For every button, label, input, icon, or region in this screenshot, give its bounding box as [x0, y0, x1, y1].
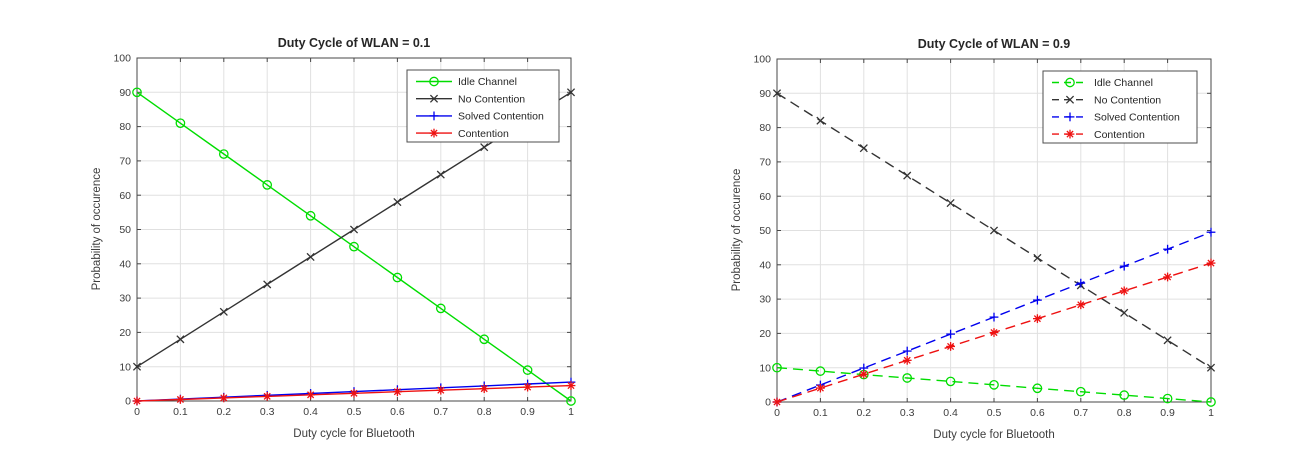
tick-labels: 0 0.1 0.2 0.3 0.4 0.5 0.6 0.7 0.8 0.9 101020304050… — [113, 53, 574, 418]
svg-text:50: 50 — [759, 225, 771, 237]
svg-text:0: 0 — [774, 407, 780, 419]
svg-text:100: 100 — [753, 54, 771, 66]
legend: Idle Channel No Contention Solved Contenti… — [406, 69, 560, 143]
svg-text:0.6: 0.6 — [390, 406, 405, 418]
svg-text:20: 20 — [759, 328, 771, 340]
svg-text:1: 1 — [568, 406, 574, 418]
svg-text:80: 80 — [759, 122, 771, 134]
svg-text:0.9: 0.9 — [1160, 407, 1175, 419]
svg-text:30: 30 — [759, 294, 771, 306]
svg-text:70: 70 — [119, 156, 131, 168]
svg-text:0.7: 0.7 — [1073, 407, 1088, 419]
svg-text:0.4: 0.4 — [943, 407, 958, 419]
svg-text:0.3: 0.3 — [260, 406, 275, 418]
plot-region-left: 0 0.1 0.2 0.3 0.4 0.5 0.6 0.7 0.8 0.9 101020304050… — [113, 53, 576, 418]
svg-text:0: 0 — [134, 406, 140, 418]
x-axis-label: Duty cycle for Bluetooth — [933, 429, 1054, 441]
legend-label: No Contention — [458, 93, 525, 105]
x-axis-label: Duty cycle for Bluetooth — [293, 428, 414, 440]
tick-labels: 0 0.1 0.2 0.3 0.4 0.5 0.6 0.7 0.8 0.9 101020304050… — [753, 54, 1214, 419]
svg-text:1: 1 — [1208, 407, 1214, 419]
svg-text:90: 90 — [759, 88, 771, 100]
svg-text:0.9: 0.9 — [520, 406, 535, 418]
svg-text:10: 10 — [759, 362, 771, 374]
svg-text:0.2: 0.2 — [216, 406, 231, 418]
svg-text:40: 40 — [119, 258, 131, 270]
legend-label: No Contention — [1094, 94, 1161, 106]
legend-label: Solved Contention — [1094, 112, 1180, 124]
svg-text:80: 80 — [119, 121, 131, 133]
svg-text:100: 100 — [113, 53, 131, 65]
svg-text:70: 70 — [759, 157, 771, 169]
svg-text:0.2: 0.2 — [856, 407, 871, 419]
svg-text:0.7: 0.7 — [433, 406, 448, 418]
chart-duty-cycle-wlan-0.9: 0 0.1 0.2 0.3 0.4 0.5 0.6 0.7 0.8 0.9 101020304050… — [731, 37, 1216, 441]
svg-text:0: 0 — [765, 397, 771, 409]
legend-label: Solved Contention — [458, 111, 544, 123]
svg-text:0.6: 0.6 — [1030, 407, 1045, 419]
svg-text:30: 30 — [119, 293, 131, 305]
svg-text:0.5: 0.5 — [987, 407, 1002, 419]
chart-title: Duty Cycle of WLAN = 0.1 — [278, 36, 431, 50]
svg-text:60: 60 — [759, 191, 771, 203]
y-axis-label: Probability of occurence — [731, 169, 743, 292]
svg-text:0.1: 0.1 — [813, 407, 828, 419]
svg-text:0.3: 0.3 — [900, 407, 915, 419]
legend-label: Contention — [458, 128, 509, 140]
legend-label: Idle Channel — [458, 76, 517, 88]
svg-text:0: 0 — [125, 396, 131, 408]
svg-text:20: 20 — [119, 327, 131, 339]
svg-text:0.8: 0.8 — [1117, 407, 1132, 419]
legend: Idle Channel No Contention Solved Contenti… — [1042, 70, 1198, 144]
svg-text:0.1: 0.1 — [173, 406, 188, 418]
svg-text:40: 40 — [759, 259, 771, 271]
plot-region-right: 0 0.1 0.2 0.3 0.4 0.5 0.6 0.7 0.8 0.9 101020304050… — [753, 54, 1216, 419]
series-contention — [772, 258, 1216, 407]
svg-text:0.8: 0.8 — [477, 406, 492, 418]
series-contention — [132, 381, 576, 406]
y-axis-label: Probability of occurence — [91, 168, 103, 291]
svg-text:10: 10 — [119, 361, 131, 373]
axes — [136, 57, 572, 402]
chart-duty-cycle-wlan-0.1: 0 0.1 0.2 0.3 0.4 0.5 0.6 0.7 0.8 0.9 101020304050… — [91, 36, 576, 440]
chart-title: Duty Cycle of WLAN = 0.9 — [918, 37, 1071, 51]
svg-text:0.4: 0.4 — [303, 406, 318, 418]
svg-text:60: 60 — [119, 190, 131, 202]
svg-text:0.5: 0.5 — [347, 406, 362, 418]
legend-label: Idle Channel — [1094, 77, 1153, 89]
svg-text:90: 90 — [119, 87, 131, 99]
svg-text:50: 50 — [119, 224, 131, 236]
series-idle-channel — [132, 87, 576, 406]
legend-label: Contention — [1094, 129, 1145, 141]
